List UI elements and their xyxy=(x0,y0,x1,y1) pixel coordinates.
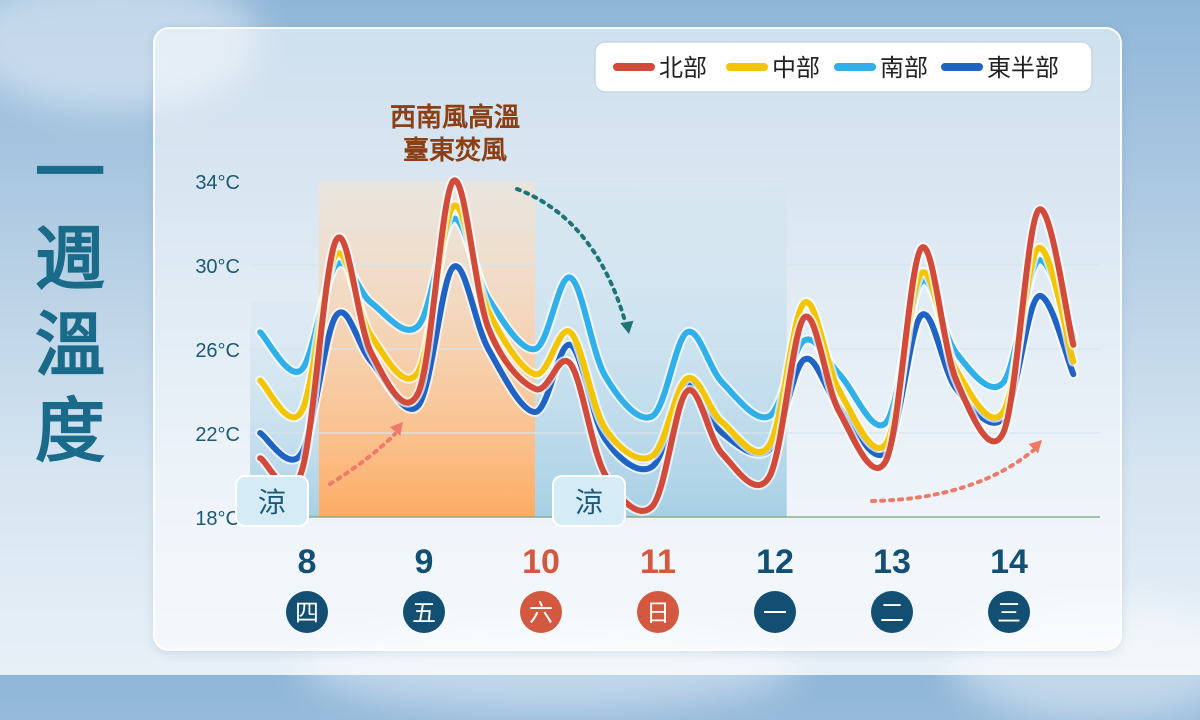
date-label: 8 xyxy=(298,543,317,581)
cool-badge-label: 涼 xyxy=(575,486,603,519)
annotation-headline-line2: 臺東焚風 xyxy=(403,136,507,166)
falling-trend-arrow-head xyxy=(620,320,634,334)
weekday-label: 五 xyxy=(412,599,436,627)
chart-card: 18°C 22°C 26°C 30°C 34°C 西南風高溫 臺東焚風涼 涼 8 四 9 五 10 六… xyxy=(153,27,1122,651)
date-label: 9 xyxy=(415,543,434,581)
date-label: 14 xyxy=(990,543,1028,581)
rising-trend-arrow xyxy=(870,447,1037,503)
weekday-badge xyxy=(520,591,562,633)
legend-label: 中部 xyxy=(772,54,820,82)
y-tick-label: 34°C xyxy=(195,172,240,194)
falling-trend-arrow xyxy=(515,187,627,323)
weekday-label: 四 xyxy=(295,599,319,627)
rising-trend-arrow-head xyxy=(1028,440,1042,454)
page-title-char: 溫 xyxy=(35,304,105,386)
weekday-badge xyxy=(403,591,445,633)
weekday-label: 二 xyxy=(880,599,904,627)
page-title: 一週溫度 xyxy=(28,130,112,474)
y-tick-label: 18°C xyxy=(195,508,240,530)
page-title-char: 一 xyxy=(35,132,105,214)
weekday-label: 六 xyxy=(529,599,553,627)
series-line-north xyxy=(257,177,1077,514)
rising-trend-arrow xyxy=(328,432,397,486)
legend-label: 東半部 xyxy=(987,54,1059,82)
y-tick-label: 26°C xyxy=(195,340,240,362)
page-title-char: 度 xyxy=(35,390,105,472)
y-tick-label: 22°C xyxy=(195,424,240,446)
weekday-label: 三 xyxy=(997,599,1021,627)
weekday-badge xyxy=(637,591,679,633)
cool-badge xyxy=(235,475,309,527)
date-label: 13 xyxy=(873,543,911,581)
date-label: 11 xyxy=(640,543,676,581)
y-tick-label: 30°C xyxy=(195,256,240,278)
cool-badge xyxy=(552,475,626,527)
weekday-badge xyxy=(286,591,328,633)
weekday-badge xyxy=(871,591,913,633)
annotation-headline-line1: 西南風高溫 xyxy=(390,102,520,133)
legend-label: 北部 xyxy=(659,54,707,82)
weekday-badge xyxy=(754,591,796,633)
weekday-badge xyxy=(988,591,1030,633)
weekday-label: 一 xyxy=(763,599,787,627)
page-title-char: 週 xyxy=(35,218,105,300)
date-label: 10 xyxy=(522,543,560,581)
date-label: 12 xyxy=(756,543,794,581)
cool-badge-label: 涼 xyxy=(258,486,286,519)
weekday-label: 日 xyxy=(646,599,670,627)
legend-label: 南部 xyxy=(880,54,928,82)
rising-trend-arrow-head xyxy=(389,422,403,436)
